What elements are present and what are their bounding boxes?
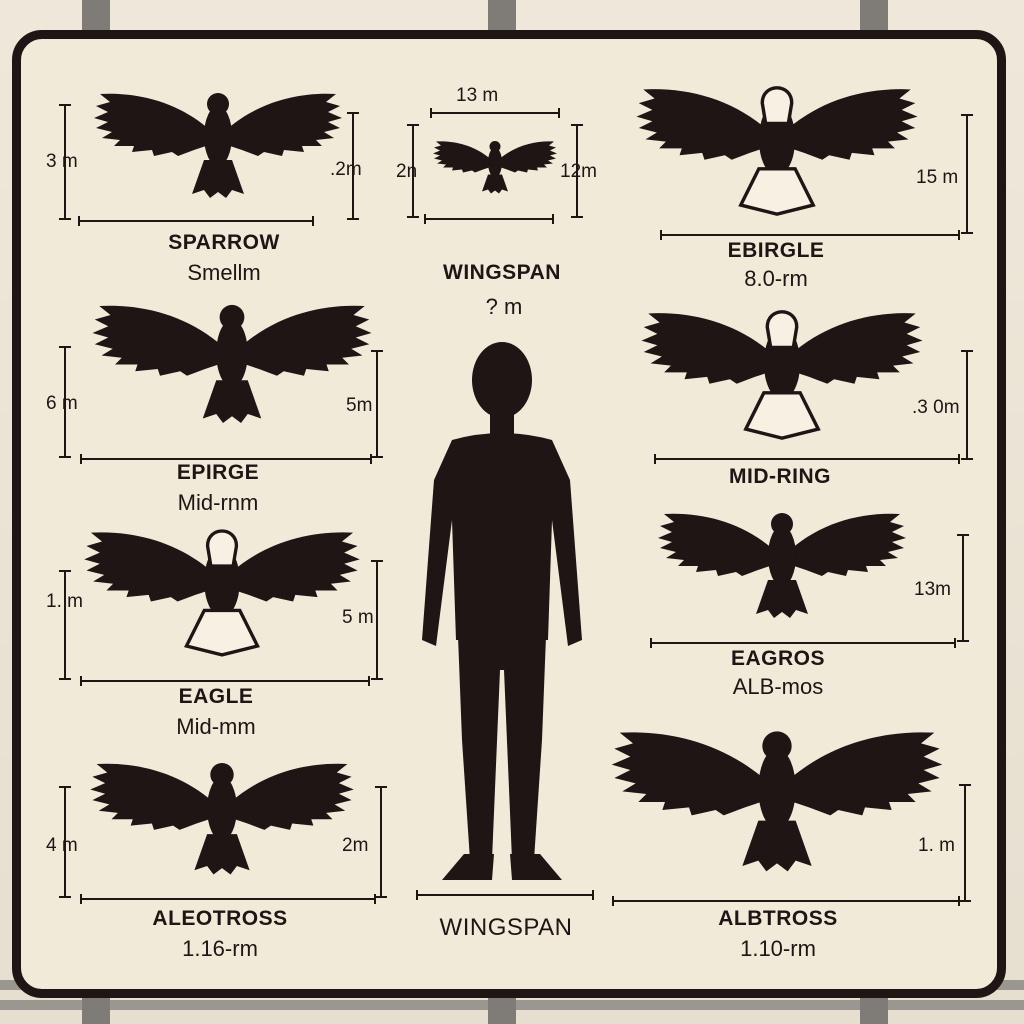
center-heading: WINGSPAN	[443, 261, 561, 284]
bird-name: EAGROS	[730, 647, 826, 670]
right-measure: 5 m	[342, 607, 374, 628]
height-bracket	[347, 112, 359, 220]
bird-silhouette-icon	[602, 488, 962, 628]
bird-wingspan: ALB-mos	[732, 674, 824, 699]
bird-name: MID-RING	[729, 465, 831, 488]
right-measure: 13m	[914, 579, 951, 600]
bird-silhouette-icon	[72, 270, 392, 450]
span-bracket	[80, 676, 370, 686]
right-measure: .2m	[330, 159, 362, 180]
left-measure: 3 m	[46, 151, 78, 172]
height-bracket	[375, 786, 387, 898]
span-bracket	[424, 214, 554, 224]
span-bracket	[80, 454, 372, 464]
bird-name: EAGLE	[178, 685, 254, 708]
span-bracket	[416, 890, 594, 900]
height-bracket	[371, 560, 383, 680]
height-bracket	[571, 124, 583, 218]
bird-wingspan: Smellm	[187, 260, 261, 285]
height-bracket	[961, 114, 973, 234]
bird-name: SPARROW	[168, 231, 280, 254]
bird-wingspan: Mid-rnm	[177, 490, 259, 515]
left-measure: 2n	[396, 161, 418, 182]
bird-name: EPIRGE	[176, 461, 260, 484]
height-bracket	[959, 784, 971, 902]
height-bracket	[59, 570, 71, 680]
right-measure: 12m	[560, 161, 597, 182]
span-bracket	[80, 894, 376, 904]
span-bracket	[660, 230, 960, 240]
right-measure: .3 0m	[912, 397, 960, 418]
bird-wingspan: Mid-mm	[176, 714, 256, 739]
bird-wingspan: 1.16-rm	[182, 936, 258, 961]
height-bracket	[59, 786, 71, 898]
height-bracket	[371, 350, 383, 458]
bird-silhouette-icon	[62, 730, 382, 900]
bird-silhouette-icon	[430, 118, 560, 208]
span-bracket	[430, 108, 560, 118]
right-measure: 1. m	[918, 835, 955, 856]
height-bracket	[59, 104, 71, 220]
span-bracket	[612, 896, 960, 906]
wingspan-label: WINGSPAN	[439, 914, 573, 941]
top-measure: 13 m	[456, 85, 499, 106]
bird-name: ALEOTROSS	[152, 907, 288, 930]
human-silhouette-icon	[422, 342, 582, 880]
height-bracket	[957, 534, 969, 642]
eagle-silhouette-icon	[592, 284, 972, 454]
right-measure: 5m	[346, 395, 373, 416]
right-measure: 15 m	[916, 167, 959, 188]
left-measure: 6 m	[46, 393, 78, 414]
height-bracket	[961, 350, 973, 460]
span-bracket	[650, 638, 956, 648]
bird-wingspan: 8.0-rm	[744, 266, 808, 291]
bird-silhouette-icon	[108, 62, 328, 222]
height-bracket	[407, 124, 419, 218]
span-bracket	[654, 454, 960, 464]
bird-name: ALBTROSS	[718, 907, 838, 930]
bird-silhouette-icon	[72, 496, 372, 676]
span-bracket	[78, 216, 314, 226]
right-measure: 2m	[342, 835, 369, 856]
left-measure: 1. m	[46, 591, 83, 612]
height-bracket	[59, 346, 71, 458]
eagle-silhouette-icon	[592, 60, 962, 230]
center-heading-value: ? m	[485, 294, 523, 319]
bird-wingspan: 1.10-rm	[740, 936, 816, 961]
vulture-silhouette-icon	[570, 698, 984, 898]
left-measure: 4 m	[46, 835, 78, 856]
bird-name: EBIRGLE	[727, 239, 825, 262]
